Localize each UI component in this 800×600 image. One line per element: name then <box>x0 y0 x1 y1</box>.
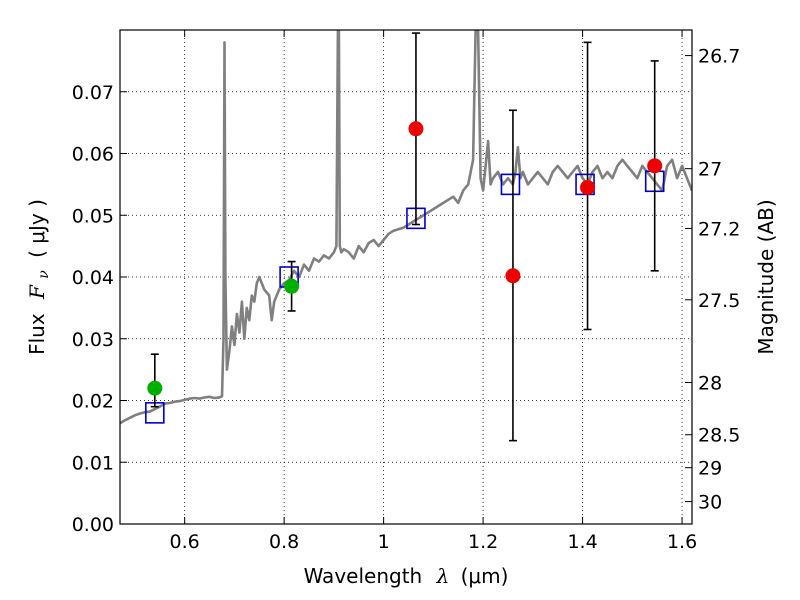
y-tick-label: 0.02 <box>72 391 114 413</box>
right-tick-label: 28 <box>698 373 722 395</box>
y-tick-label: 0.05 <box>72 205 114 227</box>
observed-flux-point <box>647 158 663 174</box>
y-axis-label-prefix: Flux <box>25 313 49 355</box>
right-tick-label: 28.5 <box>698 425 740 447</box>
y-axis-label-subscript: ν <box>36 270 52 279</box>
right-tick-label: 27.5 <box>698 290 740 312</box>
right-axis-label: Magnitude (AB) <box>754 199 778 354</box>
model-spectrum-line <box>120 30 692 425</box>
right-tick-label: 27 <box>698 159 722 181</box>
x-axis-label-unit: (μm) <box>461 564 509 588</box>
right-tick-label: 29 <box>698 458 722 480</box>
x-axis-label: Wavelength λ (μm) <box>304 564 509 588</box>
x-tick-label: 1.4 <box>567 531 597 553</box>
y-axis-label-unit: ( μJy ) <box>25 199 49 258</box>
grid-lines <box>120 30 692 524</box>
model-spectrum-layer <box>120 30 692 425</box>
x-tick-label: 1.6 <box>667 531 697 553</box>
y-tick-label: 0.04 <box>72 267 114 289</box>
observed-flux-point <box>408 121 424 137</box>
observations-layer <box>147 32 663 442</box>
y-axis-label-symbol: F <box>25 284 49 300</box>
y-axis-label: Flux F ν ( μJy ) <box>25 199 53 355</box>
y-tick-label: 0.03 <box>72 329 114 351</box>
x-axis-label-prefix: Wavelength <box>304 564 423 588</box>
right-tick-label: 26.7 <box>698 46 740 68</box>
y-tick-label: 0.07 <box>72 82 114 104</box>
x-tick-label: 0.8 <box>269 531 299 553</box>
y-tick-label: 0.01 <box>72 452 114 474</box>
observed-flux-point <box>284 278 300 294</box>
plot-frame <box>119 29 693 525</box>
model-photometry-square <box>500 173 521 196</box>
right-tick-label: 30 <box>698 492 722 514</box>
y-tick-label: 0.06 <box>72 144 114 166</box>
x-tick-label: 1.2 <box>468 531 498 553</box>
observed-flux-point <box>147 380 163 396</box>
observed-flux-point <box>580 179 596 195</box>
x-tick-label: 1 <box>378 531 390 553</box>
observed-flux-point <box>505 268 521 284</box>
y-tick-label: 0.00 <box>72 514 114 536</box>
right-tick-label: 27.2 <box>698 218 740 240</box>
x-tick-label: 0.6 <box>170 531 200 553</box>
ticks-layer: 0.6 0.8 1 1.2 1.4 1.6 0.00 0.01 0.02 0.03 0.04 0.05… <box>72 30 740 553</box>
x-axis-label-symbol: λ <box>436 564 450 588</box>
